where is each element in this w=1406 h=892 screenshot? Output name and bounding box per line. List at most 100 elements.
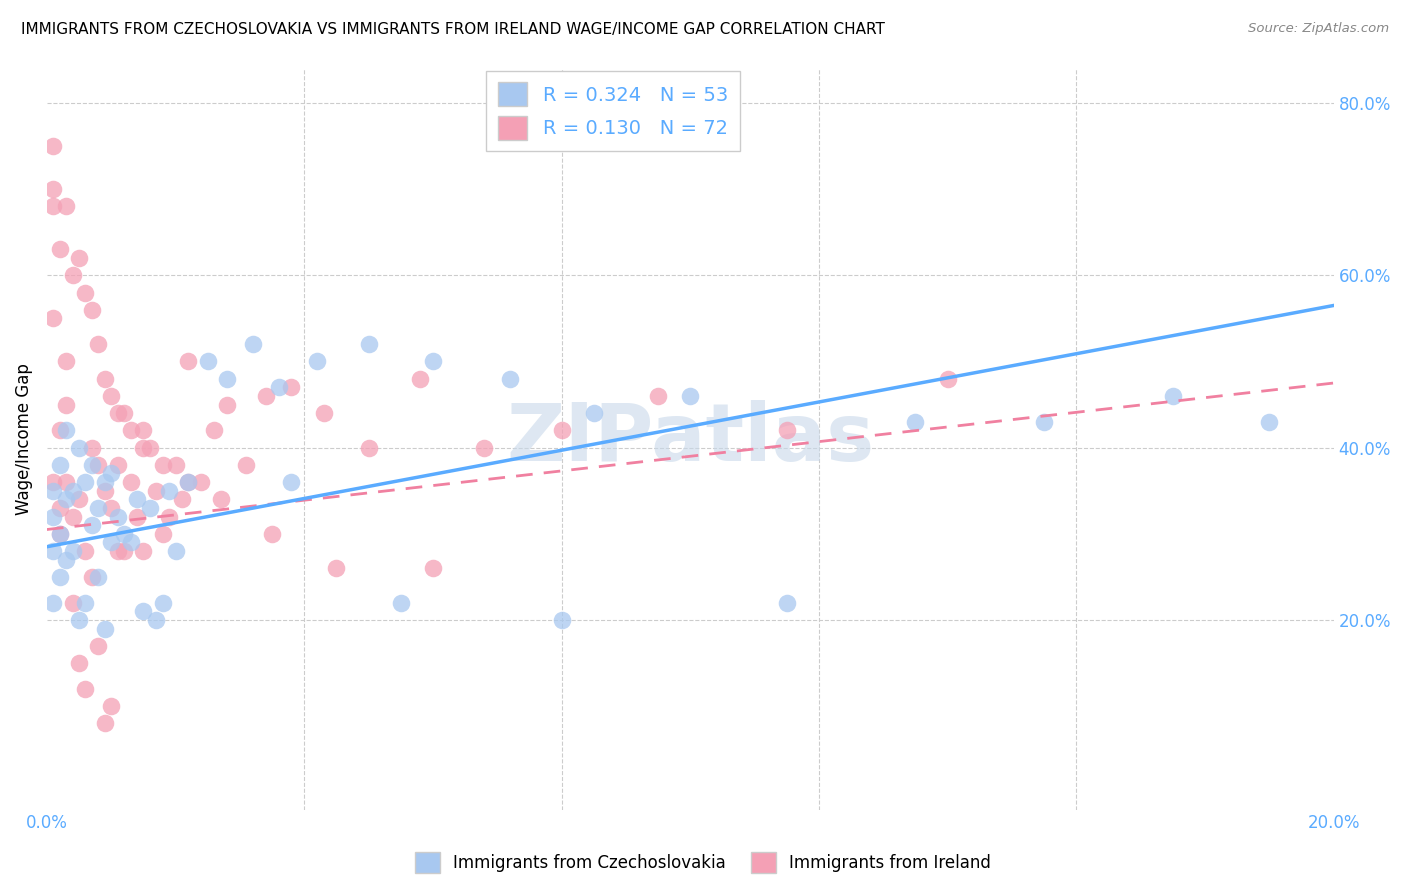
Point xyxy=(67,251,90,265)
Point xyxy=(190,475,212,489)
Point xyxy=(125,492,148,507)
Legend: R = 0.324   N = 53, R = 0.130   N = 72: R = 0.324 N = 53, R = 0.130 N = 72 xyxy=(486,70,740,152)
Point xyxy=(100,535,122,549)
Point xyxy=(112,406,135,420)
Point xyxy=(152,458,174,472)
Point xyxy=(49,458,72,472)
Point xyxy=(132,544,155,558)
Point xyxy=(42,509,65,524)
Point xyxy=(325,561,347,575)
Point xyxy=(49,500,72,515)
Point xyxy=(157,509,180,524)
Point xyxy=(49,526,72,541)
Point xyxy=(215,398,238,412)
Point xyxy=(42,182,65,196)
Point xyxy=(94,622,117,636)
Point xyxy=(177,354,200,368)
Point xyxy=(389,596,412,610)
Point xyxy=(132,441,155,455)
Point xyxy=(422,354,444,368)
Point xyxy=(235,458,257,472)
Point xyxy=(67,441,90,455)
Point xyxy=(262,526,284,541)
Point xyxy=(177,475,200,489)
Point xyxy=(107,406,129,420)
Point xyxy=(209,492,232,507)
Point xyxy=(267,380,290,394)
Point xyxy=(215,372,238,386)
Point xyxy=(80,441,103,455)
Point xyxy=(120,424,142,438)
Point xyxy=(42,544,65,558)
Point xyxy=(67,613,90,627)
Y-axis label: Wage/Income Gap: Wage/Income Gap xyxy=(15,363,32,515)
Point xyxy=(62,268,84,283)
Point xyxy=(100,467,122,481)
Point xyxy=(165,544,187,558)
Point xyxy=(776,596,799,610)
Point xyxy=(120,535,142,549)
Point xyxy=(170,492,193,507)
Point xyxy=(152,596,174,610)
Point xyxy=(67,492,90,507)
Point xyxy=(100,699,122,714)
Point xyxy=(49,526,72,541)
Point xyxy=(55,552,77,566)
Point xyxy=(87,500,110,515)
Point xyxy=(49,570,72,584)
Point xyxy=(145,613,167,627)
Point xyxy=(132,424,155,438)
Point xyxy=(499,372,522,386)
Point xyxy=(87,458,110,472)
Point xyxy=(55,424,77,438)
Point xyxy=(62,596,84,610)
Point xyxy=(422,561,444,575)
Point xyxy=(62,509,84,524)
Point xyxy=(94,716,117,731)
Point xyxy=(87,639,110,653)
Point xyxy=(55,199,77,213)
Point xyxy=(42,475,65,489)
Point xyxy=(679,389,702,403)
Point xyxy=(75,596,97,610)
Point xyxy=(550,424,572,438)
Text: Source: ZipAtlas.com: Source: ZipAtlas.com xyxy=(1249,22,1389,36)
Point xyxy=(132,604,155,618)
Point xyxy=(280,380,302,394)
Point xyxy=(42,596,65,610)
Point xyxy=(776,424,799,438)
Point xyxy=(312,406,335,420)
Point xyxy=(87,570,110,584)
Point xyxy=(177,475,200,489)
Point xyxy=(157,483,180,498)
Point xyxy=(67,656,90,670)
Point xyxy=(936,372,959,386)
Point xyxy=(55,492,77,507)
Point xyxy=(80,518,103,533)
Point xyxy=(49,424,72,438)
Point xyxy=(42,139,65,153)
Point xyxy=(42,483,65,498)
Point xyxy=(165,458,187,472)
Point xyxy=(550,613,572,627)
Point xyxy=(280,475,302,489)
Point xyxy=(145,483,167,498)
Text: ZIPatlas: ZIPatlas xyxy=(506,400,875,478)
Point xyxy=(75,475,97,489)
Point xyxy=(100,389,122,403)
Point xyxy=(474,441,496,455)
Point xyxy=(87,337,110,351)
Point xyxy=(904,415,927,429)
Point xyxy=(357,337,380,351)
Point xyxy=(75,544,97,558)
Legend: Immigrants from Czechoslovakia, Immigrants from Ireland: Immigrants from Czechoslovakia, Immigran… xyxy=(408,846,998,880)
Point xyxy=(1033,415,1056,429)
Point xyxy=(80,458,103,472)
Point xyxy=(307,354,329,368)
Point xyxy=(42,199,65,213)
Point xyxy=(75,681,97,696)
Point xyxy=(582,406,605,420)
Point xyxy=(647,389,669,403)
Point xyxy=(254,389,277,403)
Point xyxy=(94,483,117,498)
